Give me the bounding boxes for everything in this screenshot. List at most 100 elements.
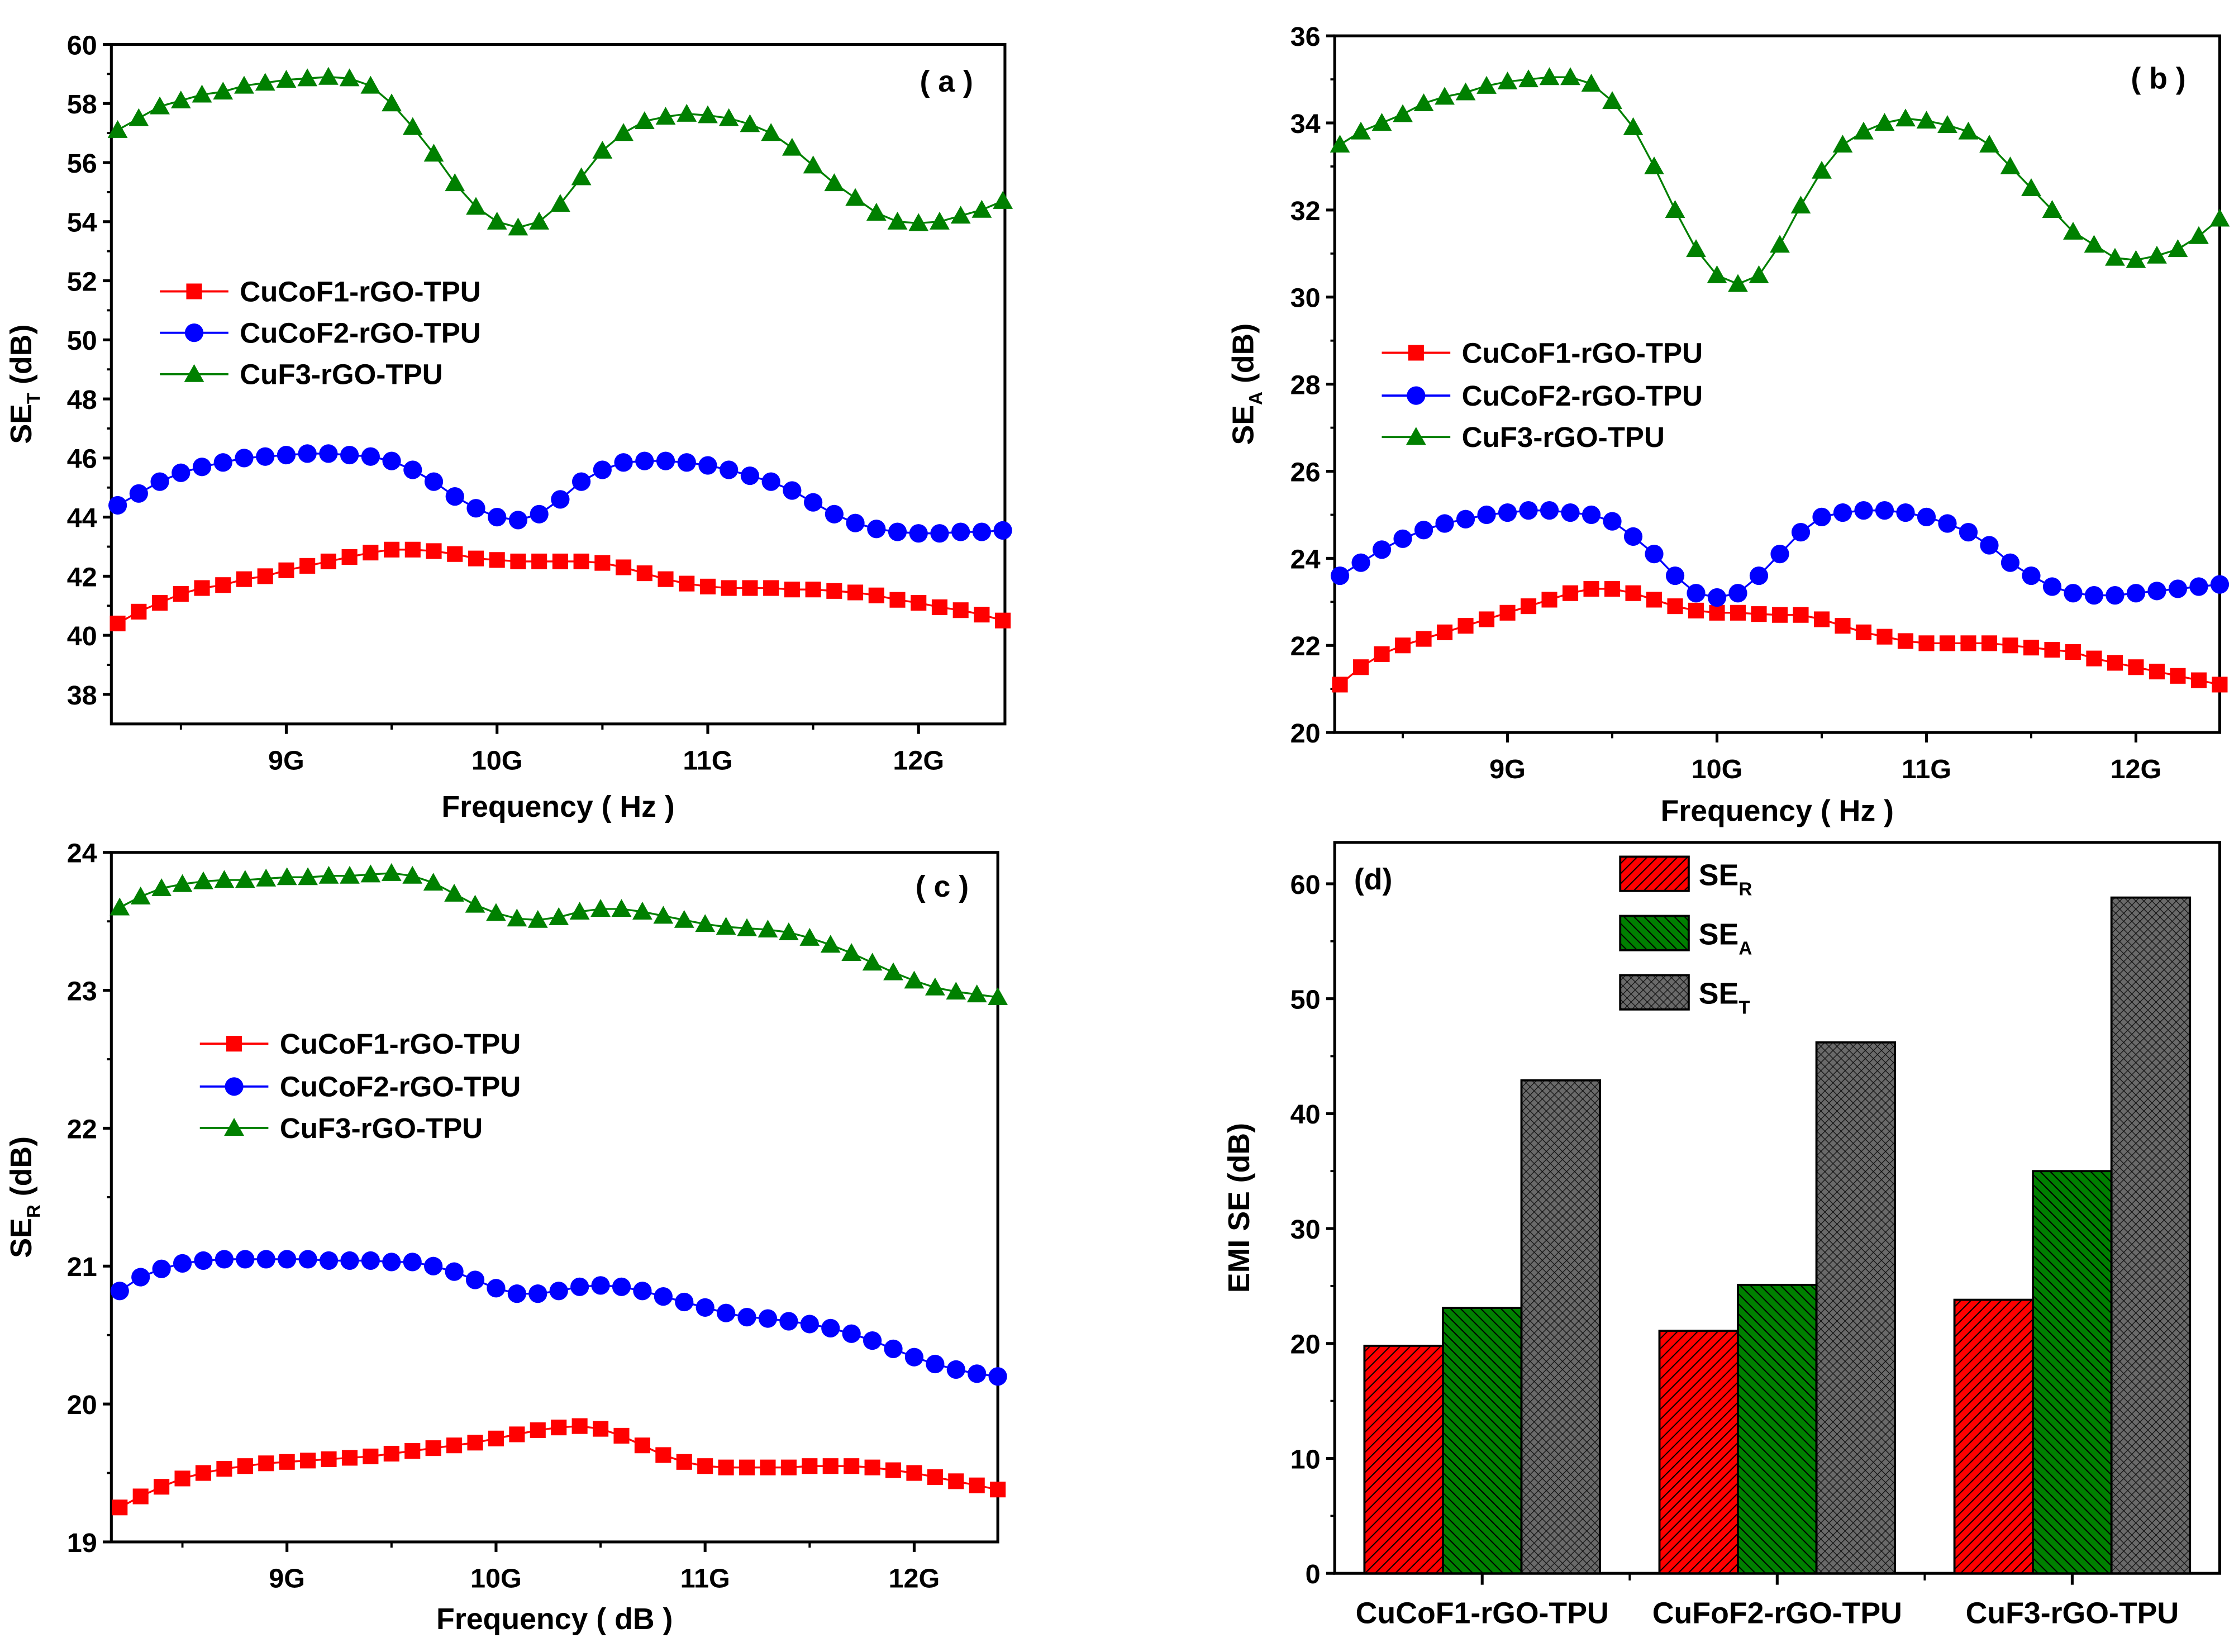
- data-point: [1371, 113, 1392, 131]
- data-point: [195, 1465, 212, 1481]
- data-point: [550, 194, 570, 212]
- series-CuCoF1-rGO-TPU: [1332, 580, 2228, 693]
- y-axis-label: SEA (dB): [1227, 323, 1266, 445]
- y-tick-label: 40: [1290, 1099, 1321, 1130]
- y-tick-label: 26: [1290, 457, 1321, 487]
- data-point: [1938, 514, 1957, 533]
- bar-A-CuCoF1-rGO-TPU: [1442, 1307, 1523, 1575]
- data-point: [1560, 67, 1580, 85]
- data-point: [742, 580, 758, 596]
- data-point: [363, 1448, 379, 1464]
- x-tick-label: 10G: [1692, 754, 1743, 784]
- y-tick-label: 54: [67, 208, 97, 238]
- data-point: [150, 472, 169, 491]
- bar-T-CuF3-rGO-TPU: [2110, 896, 2192, 1575]
- y-axis-label: EMI SE (dB): [1222, 1123, 1256, 1293]
- data-point: [613, 123, 633, 141]
- data-point: [884, 1339, 903, 1359]
- y-tick-label: 58: [67, 89, 97, 120]
- data-point: [1855, 624, 1872, 640]
- data-point: [1980, 536, 1999, 555]
- data-point: [132, 1488, 149, 1505]
- x-axis-label: Frequency ( dB ): [436, 1602, 673, 1636]
- legend-label: CuCoF2-rGO-TPU: [280, 1071, 521, 1103]
- data-point: [758, 1309, 778, 1328]
- y-label-main: SE: [4, 1218, 38, 1258]
- data-point: [674, 910, 694, 928]
- data-point: [1707, 588, 1727, 607]
- legend-label-main: SE: [1699, 918, 1739, 951]
- data-point: [784, 582, 800, 598]
- data-point: [318, 66, 339, 85]
- data-point: [1751, 606, 1767, 622]
- legend-label: SET: [1699, 977, 1750, 1018]
- y-tick-label: 42: [67, 562, 97, 592]
- data-point: [1646, 592, 1663, 608]
- data-point: [381, 863, 402, 881]
- data-point: [194, 580, 210, 596]
- y-tick-label: 56: [67, 149, 97, 179]
- data-point: [634, 1437, 650, 1454]
- data-point: [1854, 121, 1874, 140]
- data-point: [193, 871, 213, 889]
- data-point: [778, 922, 799, 940]
- data-point: [360, 864, 381, 883]
- data-point: [1457, 618, 1474, 634]
- data-point: [107, 120, 128, 138]
- data-point: [841, 943, 862, 961]
- data-point: [740, 466, 760, 485]
- data-point: [235, 449, 254, 468]
- data-point: [360, 75, 381, 94]
- legend-marker: [1406, 427, 1426, 445]
- data-point: [1790, 196, 1811, 214]
- data-point: [2170, 668, 2186, 684]
- data-point: [1330, 566, 1350, 585]
- y-tick-label: 21: [67, 1252, 97, 1282]
- data-point: [489, 552, 505, 568]
- data-point: [2147, 582, 2166, 601]
- data-point: [952, 602, 969, 618]
- data-point: [1520, 598, 1537, 615]
- data-point: [1939, 635, 1956, 651]
- legend-label-subscript: R: [1738, 879, 1752, 899]
- data-point: [1874, 113, 1895, 131]
- x-axis-label: Frequency ( Hz ): [1661, 794, 1894, 828]
- data-point: [237, 1458, 253, 1474]
- legend-label: CuCoF1-rGO-TPU: [280, 1028, 521, 1060]
- data-point: [320, 553, 336, 569]
- data-point: [110, 1282, 129, 1301]
- data-point: [298, 867, 318, 885]
- plot-frame: [109, 42, 1007, 726]
- legend-label: CuF3-rGO-TPU: [240, 359, 442, 391]
- data-point: [782, 137, 802, 156]
- data-point: [572, 472, 591, 491]
- y-tick-label: 0: [1306, 1559, 1321, 1589]
- data-point: [889, 592, 906, 608]
- data-point: [824, 173, 845, 192]
- data-point: [968, 1364, 987, 1383]
- y-label-subscript: A: [1246, 392, 1266, 405]
- data-point: [972, 522, 992, 541]
- data-point: [213, 453, 232, 472]
- data-point: [1979, 135, 1999, 153]
- data-point: [654, 1287, 673, 1306]
- data-point: [611, 899, 632, 917]
- data-point: [404, 1443, 421, 1459]
- data-point: [130, 886, 151, 904]
- data-point: [321, 1451, 337, 1467]
- data-point: [825, 504, 844, 523]
- data-point: [152, 594, 168, 611]
- data-point: [931, 599, 948, 615]
- data-point: [465, 1270, 485, 1289]
- data-point: [340, 1251, 359, 1270]
- data-point: [339, 68, 360, 87]
- series-CuCoF2-rGO-TPU: [108, 444, 1012, 543]
- legend-swatch: [1619, 974, 1690, 1011]
- data-point: [591, 1276, 610, 1295]
- data-point: [925, 977, 945, 996]
- data-point: [988, 987, 1008, 1006]
- legend-label: CuCoF1-rGO-TPU: [240, 275, 480, 307]
- data-point: [820, 935, 841, 953]
- data-point: [718, 108, 739, 126]
